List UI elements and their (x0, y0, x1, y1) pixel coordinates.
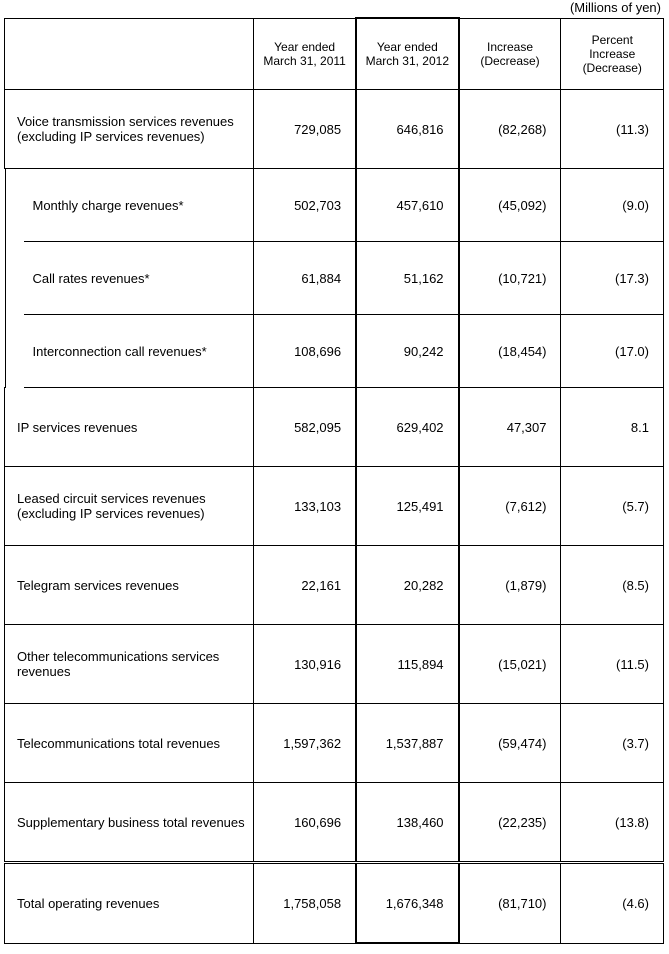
cell-y1: 1,758,058 (254, 863, 356, 944)
cell-y2: 90,242 (356, 315, 458, 388)
row-label: Monthly charge revenues* (5, 169, 254, 242)
cell-y2: 646,816 (356, 90, 458, 169)
table-row: IP services revenues582,095629,40247,307… (5, 388, 664, 467)
cell-pct: (5.7) (561, 467, 664, 546)
col-header-label (5, 18, 254, 90)
cell-inc: (59,474) (459, 704, 561, 783)
col-header-inc: Increase(Decrease) (459, 18, 561, 90)
row-label: Telegram services revenues (5, 546, 254, 625)
cell-y2: 1,676,348 (356, 863, 458, 944)
cell-pct: (13.8) (561, 783, 664, 863)
col-header-pct: PercentIncrease(Decrease) (561, 18, 664, 90)
row-label: Other telecommunications services revenu… (5, 625, 254, 704)
table-row: Telegram services revenues22,16120,282(1… (5, 546, 664, 625)
row-label: Interconnection call revenues* (5, 315, 254, 388)
unit-label: (Millions of yen) (0, 0, 669, 15)
cell-inc: (22,235) (459, 783, 561, 863)
row-label: Call rates revenues* (5, 242, 254, 315)
table-row: Supplementary business total revenues160… (5, 783, 664, 863)
cell-y2: 1,537,887 (356, 704, 458, 783)
cell-y2: 115,894 (356, 625, 458, 704)
cell-y1: 1,597,362 (254, 704, 356, 783)
cell-pct: (3.7) (561, 704, 664, 783)
table-row: Interconnection call revenues*108,69690,… (5, 315, 664, 388)
cell-y2: 138,460 (356, 783, 458, 863)
cell-y1: 22,161 (254, 546, 356, 625)
cell-pct: (9.0) (561, 169, 664, 242)
table-row: Telecommunications total revenues1,597,3… (5, 704, 664, 783)
cell-pct: (17.0) (561, 315, 664, 388)
cell-y1: 582,095 (254, 388, 356, 467)
table-header-row: Year endedMarch 31, 2011 Year endedMarch… (5, 18, 664, 90)
cell-pct: 8.1 (561, 388, 664, 467)
cell-inc: (1,879) (459, 546, 561, 625)
cell-y1: 729,085 (254, 90, 356, 169)
col-header-y2: Year endedMarch 31, 2012 (356, 18, 458, 90)
revenues-table: Year endedMarch 31, 2011 Year endedMarch… (4, 17, 664, 944)
cell-y2: 125,491 (356, 467, 458, 546)
cell-inc: (18,454) (459, 315, 561, 388)
cell-pct: (17.3) (561, 242, 664, 315)
cell-y2: 457,610 (356, 169, 458, 242)
cell-y2: 51,162 (356, 242, 458, 315)
cell-y1: 130,916 (254, 625, 356, 704)
cell-y1: 108,696 (254, 315, 356, 388)
cell-inc: (15,021) (459, 625, 561, 704)
row-label: Telecommunications total revenues (5, 704, 254, 783)
table-row: Total operating revenues1,758,0581,676,3… (5, 863, 664, 944)
row-label: Total operating revenues (5, 863, 254, 944)
cell-inc: (81,710) (459, 863, 561, 944)
cell-y1: 61,884 (254, 242, 356, 315)
cell-inc: (82,268) (459, 90, 561, 169)
cell-inc: (7,612) (459, 467, 561, 546)
cell-y2: 629,402 (356, 388, 458, 467)
col-header-y1: Year endedMarch 31, 2011 (254, 18, 356, 90)
cell-pct: (4.6) (561, 863, 664, 944)
row-label: Voice transmission services revenues (ex… (5, 90, 254, 169)
cell-pct: (11.5) (561, 625, 664, 704)
table-row: Monthly charge revenues*502,703457,610(4… (5, 169, 664, 242)
row-label: Leased circuit services revenues (exclud… (5, 467, 254, 546)
table-row: Leased circuit services revenues (exclud… (5, 467, 664, 546)
cell-inc: 47,307 (459, 388, 561, 467)
row-label: Supplementary business total revenues (5, 783, 254, 863)
cell-y1: 502,703 (254, 169, 356, 242)
cell-inc: (45,092) (459, 169, 561, 242)
table-row: Call rates revenues*61,88451,162(10,721)… (5, 242, 664, 315)
cell-pct: (8.5) (561, 546, 664, 625)
cell-inc: (10,721) (459, 242, 561, 315)
row-label: IP services revenues (5, 388, 254, 467)
cell-y1: 133,103 (254, 467, 356, 546)
cell-y2: 20,282 (356, 546, 458, 625)
table-row: Other telecommunications services revenu… (5, 625, 664, 704)
table-row: Voice transmission services revenues (ex… (5, 90, 664, 169)
cell-y1: 160,696 (254, 783, 356, 863)
cell-pct: (11.3) (561, 90, 664, 169)
table-body: Voice transmission services revenues (ex… (5, 90, 664, 944)
